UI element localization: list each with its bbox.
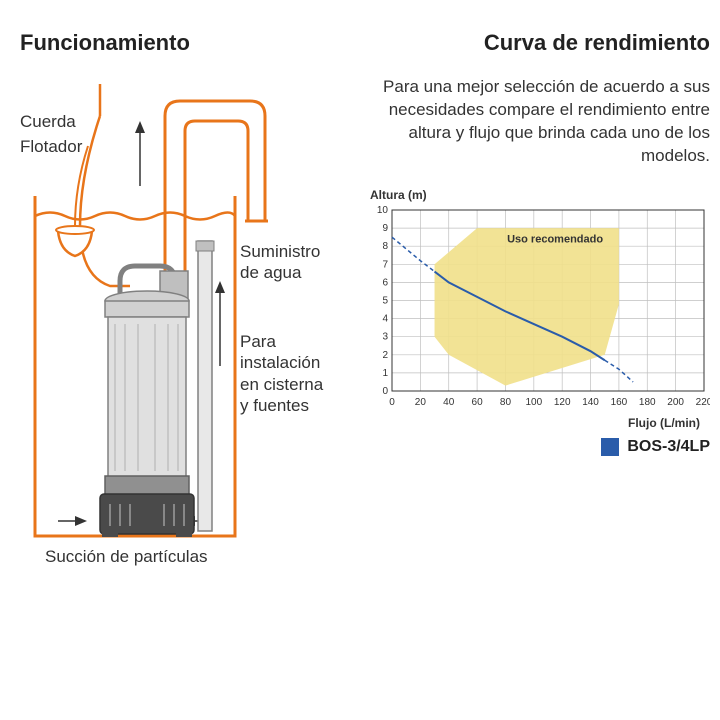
label-suministro: Suministro de agua bbox=[240, 241, 320, 284]
label-instalacion: Para instalación en cisterna y fuentes bbox=[240, 331, 323, 416]
y-axis-label: Altura (m) bbox=[370, 188, 710, 202]
left-section-title: Funcionamiento bbox=[20, 30, 350, 56]
svg-text:200: 200 bbox=[667, 397, 684, 408]
svg-text:60: 60 bbox=[472, 397, 484, 408]
svg-text:40: 40 bbox=[443, 397, 455, 408]
svg-text:6: 6 bbox=[382, 277, 388, 288]
chart-legend: BOS-3/4LP bbox=[370, 438, 710, 456]
legend-swatch bbox=[601, 438, 619, 456]
svg-text:180: 180 bbox=[639, 397, 656, 408]
svg-text:1: 1 bbox=[382, 368, 388, 379]
svg-text:2: 2 bbox=[382, 350, 388, 361]
chart-svg: Uso recomendado0204060801001201401601802… bbox=[370, 204, 710, 409]
legend-label: BOS-3/4LP bbox=[627, 438, 710, 456]
label-cuerda: Cuerda bbox=[20, 111, 76, 132]
svg-text:9: 9 bbox=[382, 223, 388, 234]
svg-text:120: 120 bbox=[554, 397, 571, 408]
svg-text:3: 3 bbox=[382, 331, 388, 342]
svg-text:5: 5 bbox=[382, 295, 388, 306]
svg-text:20: 20 bbox=[415, 397, 427, 408]
svg-text:100: 100 bbox=[525, 397, 542, 408]
svg-text:8: 8 bbox=[382, 241, 388, 252]
right-section-title: Curva de rendimiento bbox=[370, 30, 710, 56]
svg-text:160: 160 bbox=[611, 397, 628, 408]
svg-text:140: 140 bbox=[582, 397, 599, 408]
pump-diagram: Cuerda Flotador Suministro de agua Para … bbox=[20, 76, 350, 616]
svg-text:0: 0 bbox=[382, 386, 388, 397]
chart-description: Para una mejor selección de acuerdo a su… bbox=[370, 76, 710, 168]
svg-text:10: 10 bbox=[377, 205, 389, 216]
svg-text:Uso recomendado: Uso recomendado bbox=[507, 233, 603, 245]
performance-chart: Altura (m) Uso recomendado02040608010012… bbox=[370, 188, 710, 430]
x-axis-label: Flujo (L/min) bbox=[370, 416, 710, 430]
svg-text:4: 4 bbox=[382, 313, 388, 324]
svg-text:220: 220 bbox=[696, 397, 710, 408]
label-succion: Succión de partículas bbox=[45, 546, 208, 567]
svg-text:7: 7 bbox=[382, 259, 388, 270]
label-flotador: Flotador bbox=[20, 136, 82, 157]
svg-text:80: 80 bbox=[500, 397, 512, 408]
svg-text:0: 0 bbox=[389, 397, 395, 408]
